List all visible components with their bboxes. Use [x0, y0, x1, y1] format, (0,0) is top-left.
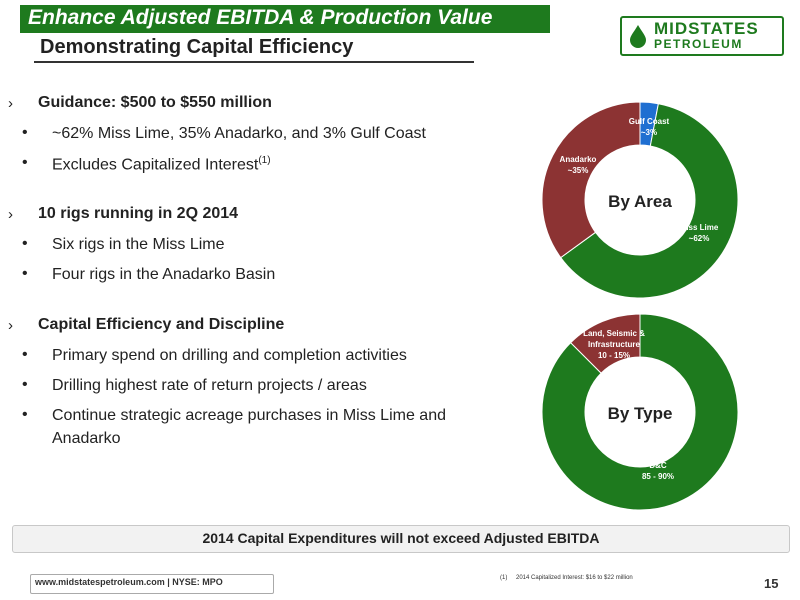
slice-label: Land, Seismic &	[583, 329, 645, 338]
list-item-text: Continue strategic acreage purchases in …	[52, 407, 446, 424]
slice-value-label: 85 - 90%	[642, 472, 674, 481]
slice-label: Gulf Coast	[629, 117, 670, 126]
slice-value-label: ~3%	[641, 128, 657, 137]
list-item-text: Drilling highest rate of return projects…	[52, 377, 367, 394]
capex-banner: 2014 Capital Expenditures will not excee…	[12, 525, 790, 553]
footer-website: www.midstatespetroleum.com | NYSE: MPO	[30, 574, 274, 594]
bullet-icon: •	[22, 124, 28, 141]
section-heading: Capital Efficiency and Discipline	[38, 316, 285, 333]
logo-line2: PETROLEUM	[654, 37, 743, 51]
bullet-icon: •	[22, 406, 28, 423]
chart-title: By Type	[608, 404, 673, 423]
chevron-right-icon: ›	[8, 317, 13, 334]
slide-title: Enhance Adjusted EBITDA & Production Val…	[28, 6, 493, 29]
bullet-icon: •	[22, 265, 28, 282]
pie-slice	[569, 313, 641, 374]
donut-chart-by-type: D&C 85 - 90% Land, Seismic & Infrastructure…	[540, 312, 740, 512]
pie-slice	[560, 103, 739, 299]
list-item-text: Four rigs in the Anadarko Basin	[52, 266, 276, 283]
pie-slice	[541, 101, 641, 259]
page-number: 15	[764, 576, 779, 591]
chevron-right-icon: ›	[8, 95, 13, 112]
slice-label: Anadarko	[560, 155, 597, 164]
donut-chart-svg: Gulf Coast ~3% Miss Lime ~62% Anadarko ~35% By…	[541, 101, 739, 299]
footnote-text: 2014 Capitalized Interest: $16 to $22 mi…	[516, 575, 633, 581]
subtitle-underline	[34, 61, 474, 63]
bullet-icon: •	[22, 376, 28, 393]
section-heading: 10 rigs running in 2Q 2014	[38, 205, 239, 222]
list-item-text: ~62% Miss Lime, 35% Anadarko, and 3% Gul…	[52, 125, 426, 142]
list-item-text: Excludes Capitalized Interest(1)	[52, 155, 271, 174]
bullet-icon: •	[22, 235, 28, 252]
donut-chart-by-area: Gulf Coast ~3% Miss Lime ~62% Anadarko ~35% By…	[540, 100, 740, 300]
slice-label: D&C	[649, 461, 667, 470]
oil-drop-icon	[630, 25, 646, 48]
logo-line1: MIDSTATES	[654, 19, 759, 38]
slice-label: Infrastructure	[588, 340, 641, 349]
footer-url[interactable]: www.midstatespetroleum.com | NYSE: MPO	[35, 577, 223, 587]
footnote-ref: (1)	[258, 155, 271, 166]
slice-value-label: ~35%	[568, 166, 589, 175]
title-bar: Enhance Adjusted EBITDA & Production Val…	[20, 5, 550, 33]
chevron-right-icon: ›	[8, 206, 13, 223]
bullet-icon: •	[22, 154, 28, 171]
slide-subtitle: Demonstrating Capital Efficiency	[40, 36, 354, 58]
section-heading: Guidance: $500 to $550 million	[38, 94, 272, 111]
slice-value-label: 10 - 15%	[598, 351, 630, 360]
footnote-marker: (1)	[500, 575, 508, 581]
company-logo: MIDSTATES PETROLEUM	[620, 16, 784, 56]
list-item-text: Six rigs in the Miss Lime	[52, 236, 225, 253]
slice-value-label: ~62%	[689, 234, 710, 243]
banner-text: 2014 Capital Expenditures will not excee…	[202, 530, 600, 546]
list-item-text: Anadarko	[52, 430, 121, 447]
slice-label: Miss Lime	[680, 223, 719, 232]
chart-title: By Area	[608, 192, 672, 211]
donut-chart-svg: D&C 85 - 90% Land, Seismic & Infrastructure…	[541, 313, 739, 511]
list-item-text: Primary spend on drilling and completion…	[52, 347, 407, 364]
pie-slice	[541, 313, 739, 511]
bullet-icon: •	[22, 346, 28, 363]
